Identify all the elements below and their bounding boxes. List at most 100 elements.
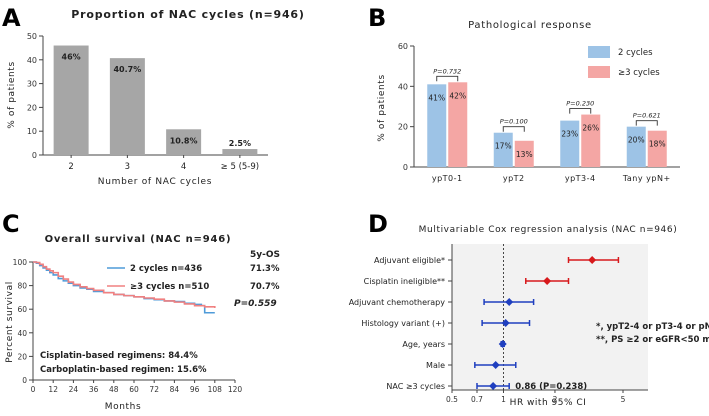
panel-b-title: Pathological response (468, 20, 592, 31)
panel-c-ytick-label: 40 (17, 329, 27, 338)
panel-c-legend-label: 2 cycles n=436 (130, 264, 202, 274)
panel-b-xtick-label: ypT3-4 (565, 174, 596, 183)
panel-b-ytick-label: 40 (398, 82, 408, 91)
panel-a-ytick-label: 10 (27, 127, 37, 136)
panel-letter-c: C (2, 210, 20, 238)
panel-d-row-label: Age, years (402, 340, 445, 349)
panel-c-xtick-label: 12 (48, 385, 58, 394)
panel-c-pvalue: P=0.559 (234, 299, 277, 309)
panel-a-xtick-label: ≥ 5 (5-9) (221, 162, 259, 172)
panel-c-xtick-label: 0 (31, 385, 36, 394)
panel-b-bar-label: 20% (628, 136, 645, 145)
panel-d-row-label: Adjuvant chemotherapy (349, 298, 446, 307)
panel-b-ytick-label: 20 (398, 123, 408, 132)
note-carboplatin: Carboplatin-based regimen: 15.6% (40, 365, 207, 375)
panel-c-ytick-label: 60 (17, 305, 27, 314)
panel-b-bracket (635, 120, 658, 126)
panel-c-ytick-label: 20 (17, 352, 27, 361)
panel-b-xtick-label: Tany ypN+ (622, 174, 671, 183)
panel-a-ytick-label: 0 (32, 151, 37, 160)
panel-d-hr-marker (498, 340, 507, 348)
panel-b-bar-two-cycles (560, 120, 580, 167)
footnote-1: *, ypT2-4 or pT3-4 or pN+ (596, 322, 709, 332)
panel-d-xtick-label: 2 (553, 395, 558, 404)
panel-a-ytick-label: 20 (27, 103, 37, 112)
panel-b-bar-label: 18% (649, 140, 666, 149)
panel-d-xtick-label: 1 (501, 395, 506, 404)
panel-b-ytick-label: 60 (398, 42, 408, 51)
panel-c-legend-os: 71.3% (250, 264, 280, 274)
panel-b-pvalue: P=0.230 (566, 100, 594, 108)
panel-c-curve-three-plus-cycles (33, 261, 216, 309)
panel-a-bar (222, 149, 258, 155)
panel-b-legend-label: ≥3 cycles (618, 68, 660, 78)
panel-d-hr-marker (543, 277, 552, 285)
panel-a-bar-label: 10.8% (170, 136, 198, 145)
panel-b-bar-label: 23% (561, 130, 578, 139)
panel-a-ytick-label: 40 (27, 56, 37, 65)
panel-b-pvalue: P=0.100 (500, 118, 528, 126)
panel-c-xtick-label: 84 (170, 385, 180, 394)
panel-c-xtick-label: 60 (129, 385, 139, 394)
panel-d-xtick-label: 5 (621, 395, 626, 404)
panel-b-ytick-label: 0 (403, 163, 408, 172)
panel-a-title: Proportion of NAC cycles (n=946) (71, 8, 304, 21)
panel-b-bar-three-plus-cycles (514, 140, 534, 167)
panel-d-row-label: Histology variant (+) (361, 319, 445, 328)
panel-d-xtick-label: 0.7 (471, 395, 483, 404)
panel-b-legend-label: 2 cycles (618, 48, 653, 58)
panel-b-bar-label: 42% (449, 91, 466, 100)
panel-b-pvalue: P=0.621 (633, 112, 661, 120)
panel-d-hr-label: 0.86 (P=0.238) (515, 382, 587, 392)
panel-c-xtick-label: 108 (208, 385, 223, 394)
panel-b-bracket (502, 126, 525, 132)
panel-b-legend-swatch (588, 46, 610, 58)
panel-a-ytick-label: 30 (27, 80, 37, 89)
note-cisplatin: Cisplatin-based regimens: 84.4% (40, 351, 198, 361)
panel-c-xtick-label: 72 (149, 385, 159, 394)
panel-d-plot-area (452, 244, 648, 390)
panel-d-hr-marker (489, 382, 498, 390)
panel-c-xtick-label: 24 (69, 385, 79, 394)
panel-d-row-label: Male (426, 361, 445, 370)
panel-b-bar-three-plus-cycles (647, 130, 667, 167)
panel-c-legend-label: ≥3 cycles n=510 (130, 282, 209, 292)
panel-c-xlabel: Months (105, 402, 142, 412)
panel-a-xtick-label: 2 (68, 162, 73, 172)
panel-d-hr-marker (501, 319, 510, 327)
panel-d-title: Multivariable Cox regression analysis (N… (419, 225, 678, 235)
panel-b-ylabel: % of patients (377, 74, 387, 141)
panel-a-xlabel: Number of NAC cycles (98, 177, 212, 187)
panel-c-ytick-label: 0 (22, 376, 27, 385)
panel-d-row-label: NAC ≥3 cycles (386, 382, 445, 391)
panel-c-xtick-label: 96 (190, 385, 200, 394)
panel-c-title: Overall survival (NAC n=946) (45, 234, 232, 245)
panel-d-xtick-label: 0.5 (446, 395, 458, 404)
panel-letter-a: A (2, 4, 21, 32)
panel-b-bar-three-plus-cycles (581, 114, 601, 167)
panel-b-legend-swatch (588, 66, 610, 78)
legend-header-5y-os: 5y-OS (250, 250, 280, 260)
panel-a-bar-label: 2.5% (229, 139, 251, 148)
panel-letter-d: D (368, 210, 388, 238)
panel-a-bar (109, 58, 145, 155)
panel-d-hr-marker (505, 298, 514, 306)
panel-c-xtick-label: 48 (109, 385, 119, 394)
panel-b-bar-two-cycles (626, 126, 646, 167)
panel-a-bar-label: 46% (62, 53, 81, 62)
panel-c-ytick-label: 80 (17, 282, 27, 291)
panel-b-bar-two-cycles (427, 84, 447, 167)
panel-letter-b: B (368, 4, 386, 32)
panel-c-ylabel: Percent survival (5, 281, 15, 363)
panel-a-bar (166, 129, 202, 155)
panel-a-ytick-label: 50 (27, 32, 37, 41)
panel-a-bar-label: 40.7% (113, 65, 141, 74)
panel-b-bar-label: 17% (495, 142, 512, 151)
panel-b-pvalue: P=0.732 (433, 67, 461, 75)
panel-b-bracket (569, 108, 592, 114)
panel-c-xtick-label: 36 (89, 385, 99, 394)
panel-c-legend-os: 70.7% (250, 282, 280, 292)
panel-a-ylabel: % of patients (7, 61, 17, 128)
panel-d-hr-marker (491, 361, 500, 369)
